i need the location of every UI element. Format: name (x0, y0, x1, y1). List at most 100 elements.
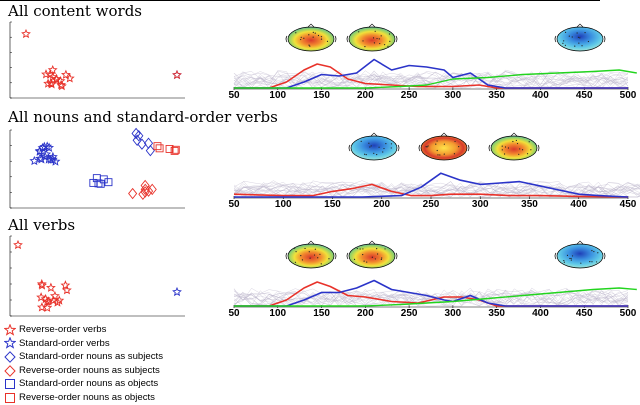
electrode-dot (580, 262, 582, 264)
electrode-dot (373, 152, 375, 154)
electrode-dot (584, 32, 586, 34)
electrode-dot (530, 149, 532, 151)
electrode-dot (376, 253, 379, 255)
electrode-dot (373, 42, 375, 44)
scalp-map-fill (556, 243, 604, 269)
electrode-dot (364, 46, 366, 48)
scatter-star (36, 292, 47, 302)
scatter-square (165, 144, 174, 153)
electrode-dot (304, 247, 306, 250)
electrode-dot (300, 38, 302, 41)
electrode-dot (362, 40, 364, 42)
background-trace (233, 183, 640, 198)
electrode-dot (427, 145, 429, 147)
scalp-topography-map (348, 132, 400, 161)
x-tick-label: 400 (532, 90, 549, 101)
legend-item: Standard-order verbs (4, 337, 163, 351)
electrode-dot (564, 31, 567, 33)
scatter-square (155, 144, 164, 153)
electrode-dot (384, 248, 386, 250)
electrode-dot (579, 37, 581, 39)
legend-label: Reverse-order nouns as objects (19, 391, 155, 403)
waveform-line (234, 63, 628, 89)
red-diamond-icon (4, 364, 16, 377)
electrode-dot (308, 44, 310, 46)
scalp-map-nose (440, 132, 448, 137)
scalp-map-ears (285, 252, 337, 260)
scatter-star (13, 239, 23, 250)
scatter-star (60, 280, 71, 290)
scatter-square (89, 178, 98, 187)
scatter-star (41, 149, 52, 159)
x-tick-label: 400 (532, 308, 549, 319)
electrode-dot (453, 153, 456, 155)
scatter-star (39, 141, 50, 151)
electrode-dot (570, 259, 572, 261)
electrode-dot (516, 142, 519, 145)
electrode-dot (360, 140, 362, 142)
x-tick-label: 150 (313, 90, 330, 101)
scalp-map-nose (576, 23, 584, 28)
electrode-dot (381, 257, 383, 259)
electrode-dot (368, 142, 370, 144)
electrode-dot (364, 153, 366, 155)
electrode-dot (521, 149, 524, 151)
electrode-dot (317, 34, 320, 37)
scatter-diamond (140, 179, 150, 192)
scatter-diamond (132, 134, 142, 147)
scatter-square (170, 146, 179, 155)
electrode-dot (562, 42, 564, 44)
electrode-dot (363, 260, 365, 262)
electrode-dot (294, 261, 297, 263)
scalp-map-ears (285, 35, 337, 43)
background-trace (233, 72, 629, 89)
scalp-map-fill (350, 135, 398, 161)
scatter-star (46, 78, 57, 89)
electrode-dot (359, 248, 361, 250)
background-trace (233, 70, 629, 89)
scalp-map-nose (576, 240, 584, 245)
electrode-dot (526, 153, 529, 155)
waveform-line (234, 287, 637, 307)
scatter-square (104, 178, 113, 187)
background-trace (233, 181, 640, 198)
red-square-icon (5, 392, 15, 403)
scatter-star (172, 69, 182, 80)
electrode-dot (314, 32, 316, 34)
electrode-dot (563, 261, 565, 263)
electrode-dot (390, 143, 393, 145)
legend: Reverse-order verbs Standard-order verbs… (4, 323, 163, 405)
electrode-dot (501, 145, 503, 147)
electrode-dot (312, 31, 314, 33)
electrode-dot (564, 44, 566, 46)
legend-label: Standard-order nouns as subjects (19, 351, 163, 363)
electrode-dot (380, 35, 382, 37)
legend-label: Reverse-order verbs (19, 324, 107, 335)
legend-item: Reverse-order nouns as objects (4, 391, 163, 405)
background-trace (233, 71, 629, 89)
scalp-map-nose (370, 132, 378, 137)
electrode-dot (518, 153, 520, 155)
scalp-map-fill (287, 26, 335, 52)
electrode-dot (571, 255, 574, 257)
x-tick-label: 50 (228, 90, 240, 101)
legend-item: Standard-order nouns as subjects (4, 350, 163, 364)
scatter-star (172, 286, 182, 297)
panel-all-verbs: 50 100 150 200 250 300 350 400 450 500 (9, 235, 637, 319)
electrode-dot (353, 258, 356, 260)
legend-item: Standard-order nouns as objects (4, 377, 163, 391)
scalp-map-ears (554, 35, 606, 43)
electrode-dot (581, 45, 583, 47)
electrode-dot (528, 141, 530, 143)
scalp-map-nose (368, 240, 376, 245)
scatter-star (41, 69, 51, 79)
electrode-dot (308, 34, 310, 36)
scalp-topography-map (285, 240, 337, 269)
electrode-dot (390, 147, 392, 149)
scatter-star (29, 155, 40, 166)
scatter-star (45, 282, 56, 292)
x-tick-label: 200 (357, 308, 374, 319)
electrode-dot (443, 143, 445, 145)
panel-all-content-words: 50 100 150 200 250 300 350 400 450 500 (9, 21, 637, 101)
electrode-dot (300, 36, 302, 38)
